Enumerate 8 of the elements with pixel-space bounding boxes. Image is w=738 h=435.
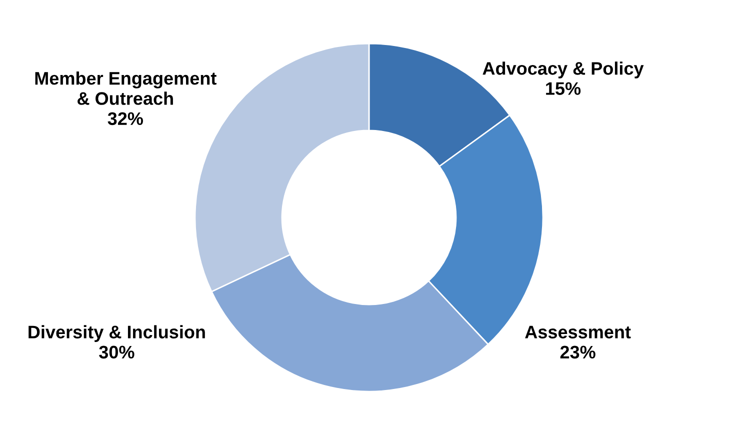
data-label: 23% (560, 346, 596, 359)
slice-label: Diversity & Inclusion (28, 325, 205, 342)
slice-label: Member Engagement & Outreach (35, 71, 216, 105)
slice-label: Advocacy & Policy (482, 62, 644, 78)
slice-label: Assessment (525, 326, 631, 338)
data-label: 32% (108, 112, 143, 126)
data-label: 30% (99, 346, 134, 359)
data-label: 15% (546, 82, 581, 95)
